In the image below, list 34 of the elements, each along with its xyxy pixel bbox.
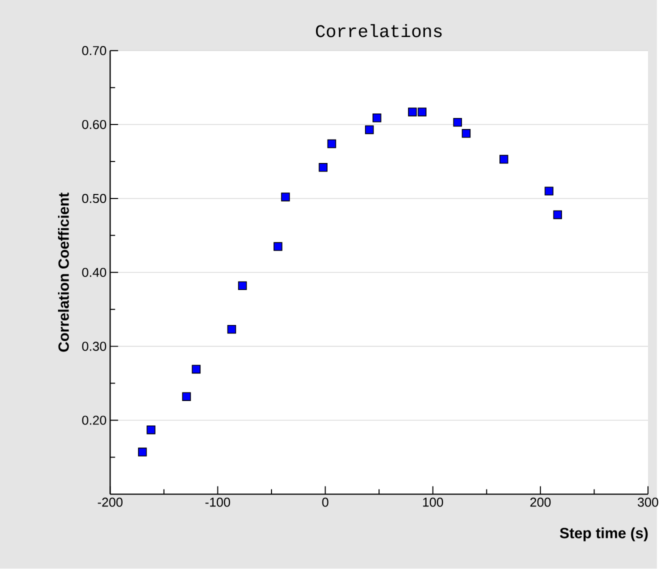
point (138, 448, 147, 457)
x-tick-label: -100 (205, 498, 230, 507)
y-tick-label: 0.50 (82, 194, 106, 204)
y-tick-label: 0.30 (82, 342, 106, 352)
y-tick-label: 0.20 (82, 416, 106, 425)
x-tick-label: -200 (98, 498, 123, 507)
point (227, 325, 236, 334)
y-tick-label: 0.70 (82, 46, 106, 56)
point (281, 192, 290, 202)
point (274, 242, 282, 252)
y-axis-title: Correlation Coefficient (58, 192, 69, 352)
point (499, 155, 508, 164)
x-tick-label: 0 (322, 498, 328, 507)
point (327, 140, 336, 148)
x-tick-label: 300 (638, 498, 658, 507)
point (365, 126, 374, 134)
point (318, 163, 328, 172)
chart-title: Correlations (316, 24, 442, 38)
x-axis-title: Step time (s) (560, 528, 648, 542)
point (462, 129, 471, 138)
point (238, 282, 247, 290)
y-tick-label: 0.60 (82, 120, 106, 130)
point (408, 108, 417, 117)
point (418, 108, 426, 117)
y-tick-label: 0.40 (82, 268, 106, 278)
point (453, 118, 462, 127)
point (553, 210, 562, 220)
point (372, 114, 382, 122)
x-tick-label: 200 (530, 498, 551, 507)
point (146, 426, 156, 434)
point (182, 392, 191, 402)
x-tick-label: 100 (423, 498, 444, 507)
point (192, 365, 201, 374)
point (544, 186, 554, 196)
